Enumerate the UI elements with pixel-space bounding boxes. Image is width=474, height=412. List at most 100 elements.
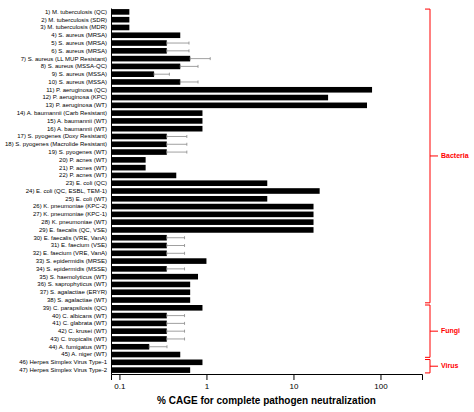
x-axis-title: % CAGE for complete pathogen neutralizat… bbox=[157, 395, 376, 406]
bar bbox=[111, 258, 206, 264]
y-tick-label: 22) P. acnes (WT) bbox=[59, 172, 107, 178]
bar bbox=[111, 289, 190, 295]
y-tick-label: 39) C. parapsilosis (QC) bbox=[43, 305, 107, 311]
y-tick: 3) M. tuberculosis (MDR) bbox=[40, 24, 107, 30]
y-tick-label: 40) C. albicans (WT) bbox=[52, 313, 107, 319]
y-tick-label: 28) K. pneumoniae (WT) bbox=[41, 219, 107, 225]
bar bbox=[111, 297, 190, 303]
y-tick: 43) C. tropicalis (WT) bbox=[50, 336, 107, 342]
error-bar bbox=[167, 330, 185, 333]
bar bbox=[111, 219, 314, 225]
error-bar bbox=[167, 236, 185, 239]
y-tick: 42) C. krusei (WT) bbox=[58, 328, 107, 334]
y-tick-label: 41) C. glabrata (WT) bbox=[52, 320, 107, 326]
bar bbox=[111, 196, 267, 202]
bar bbox=[111, 282, 190, 288]
bar bbox=[111, 56, 190, 62]
annotation: Bacteria bbox=[441, 152, 469, 159]
chart: 0.1 1 10 100 1) M. tuberculosis (QC) 2) M. tu… bbox=[0, 0, 474, 412]
bar bbox=[111, 87, 372, 93]
y-tick-label: 47) Herpes Simplex Virus Type-2 bbox=[19, 367, 107, 373]
x-axis: 0.1 1 10 100 bbox=[112, 374, 423, 391]
bar bbox=[111, 336, 167, 342]
bar bbox=[111, 95, 328, 101]
y-tick: 40) C. albicans (WT) bbox=[52, 313, 107, 319]
x-tick-mark bbox=[380, 374, 381, 380]
y-tick-label: 14) A. baumannii (Carb Resistant) bbox=[17, 110, 107, 116]
bar bbox=[111, 103, 367, 109]
y-tick-label: 24) E. coli (QC, ESBL, TEM-1) bbox=[26, 188, 107, 194]
bar bbox=[111, 235, 167, 241]
x-tick-label: 1 bbox=[205, 382, 210, 391]
y-tick: 30) E. faecalis (VRE, VanA) bbox=[33, 235, 107, 241]
x-axis-line bbox=[112, 375, 423, 381]
y-tick-label: 26) K. pneumoniae (KPC-2) bbox=[33, 203, 107, 209]
y-tick-label: 4) S. aureus (MRSA) bbox=[51, 32, 107, 38]
y-tick: 46) Herpes Simplex Virus Type-1 bbox=[19, 359, 107, 365]
y-tick: 2) M. tuberculosis (SDR) bbox=[41, 17, 107, 23]
bar bbox=[111, 9, 129, 15]
y-tick: 10) S. aureus (MSSA) bbox=[48, 79, 107, 85]
bracket bbox=[425, 9, 438, 303]
y-tick: 25) E. coli (WT) bbox=[65, 196, 107, 202]
y-tick-label: 30) E. faecalis (VRE, VanA) bbox=[33, 235, 107, 241]
x-tick: 100 bbox=[374, 374, 388, 391]
annotation: Virus bbox=[441, 362, 458, 369]
bar bbox=[111, 321, 167, 327]
bar bbox=[111, 352, 180, 358]
bar bbox=[111, 40, 167, 46]
bar bbox=[111, 149, 167, 155]
bar bbox=[111, 180, 267, 186]
bar bbox=[111, 173, 176, 179]
y-tick-label: 25) E. coli (WT) bbox=[65, 196, 107, 202]
bar bbox=[111, 313, 167, 319]
y-tick: 27) K. pneumoniae (KPC-1) bbox=[33, 211, 107, 217]
bar bbox=[111, 71, 154, 77]
bar bbox=[111, 243, 167, 249]
y-axis-line bbox=[111, 9, 112, 375]
bar bbox=[111, 227, 314, 233]
error-bar bbox=[154, 73, 169, 76]
bar bbox=[111, 212, 314, 218]
error-bar bbox=[167, 143, 187, 146]
x-tick-label: 100 bbox=[374, 382, 388, 391]
y-tick-label: 32) E. faecium (VRE, VanA) bbox=[33, 250, 107, 256]
y-tick: 26) K. pneumoniae (KPC-2) bbox=[33, 203, 107, 209]
error-bar bbox=[167, 135, 187, 138]
y-tick-label: 1) M. tuberculosis (QC) bbox=[45, 9, 107, 15]
error-bar bbox=[167, 42, 189, 45]
bar bbox=[111, 367, 190, 373]
y-tick: 19) S. pyogenes (WT) bbox=[48, 149, 107, 155]
x-tick-mark bbox=[119, 374, 120, 380]
plot: 0.1 1 10 100 1) M. tuberculosis (QC) 2) M. tu… bbox=[5, 9, 469, 391]
bar bbox=[111, 188, 320, 194]
y-tick: 36) S. saprophyticus (WT) bbox=[37, 281, 107, 287]
x-tick-label: 10 bbox=[290, 382, 299, 391]
y-tick: 47) Herpes Simplex Virus Type-2 bbox=[19, 367, 107, 373]
y-tick-label: 16) A. baumannii (WT) bbox=[47, 126, 107, 132]
y-tick-label: 34) S. epidermidis (MSSE) bbox=[36, 266, 107, 272]
y-tick: 28) K. pneumoniae (WT) bbox=[41, 219, 107, 225]
y-tick-label: 3) M. tuberculosis (MDR) bbox=[40, 24, 107, 30]
x-tick: 0.1 bbox=[114, 374, 126, 391]
bar bbox=[111, 204, 314, 210]
y-tick: 44) A. fumigatus (WT) bbox=[49, 344, 107, 350]
bar bbox=[111, 266, 167, 272]
error-bar bbox=[190, 57, 210, 60]
y-tick: 12) P. aeruginosa (KPC) bbox=[42, 94, 107, 100]
error-bar bbox=[167, 151, 187, 154]
error-bar bbox=[167, 244, 185, 247]
y-tick: 45) A. niger (WT) bbox=[61, 351, 107, 357]
y-tick-label: 6) S. aureus (MRSA) bbox=[51, 48, 107, 54]
y-tick-label: 11) P. aeruginosa (QC) bbox=[46, 87, 107, 93]
y-tick: 22) P. acnes (WT) bbox=[59, 172, 107, 178]
marks bbox=[111, 9, 372, 373]
y-tick-label: 31) E. faecium (VSE) bbox=[51, 242, 107, 248]
bracket bbox=[425, 305, 438, 357]
y-tick-label: 5) S. aureus (MRSA) bbox=[51, 40, 107, 46]
y-tick: 5) S. aureus (MRSA) bbox=[51, 40, 107, 46]
y-tick: 13) P. aeruginosa (WT) bbox=[45, 102, 107, 108]
y-tick: 17) S. pyogenes (Doxy Resistant) bbox=[17, 133, 107, 139]
y-tick-label: 12) P. aeruginosa (KPC) bbox=[42, 94, 107, 100]
y-tick-label: 2) M. tuberculosis (SDR) bbox=[41, 17, 107, 23]
